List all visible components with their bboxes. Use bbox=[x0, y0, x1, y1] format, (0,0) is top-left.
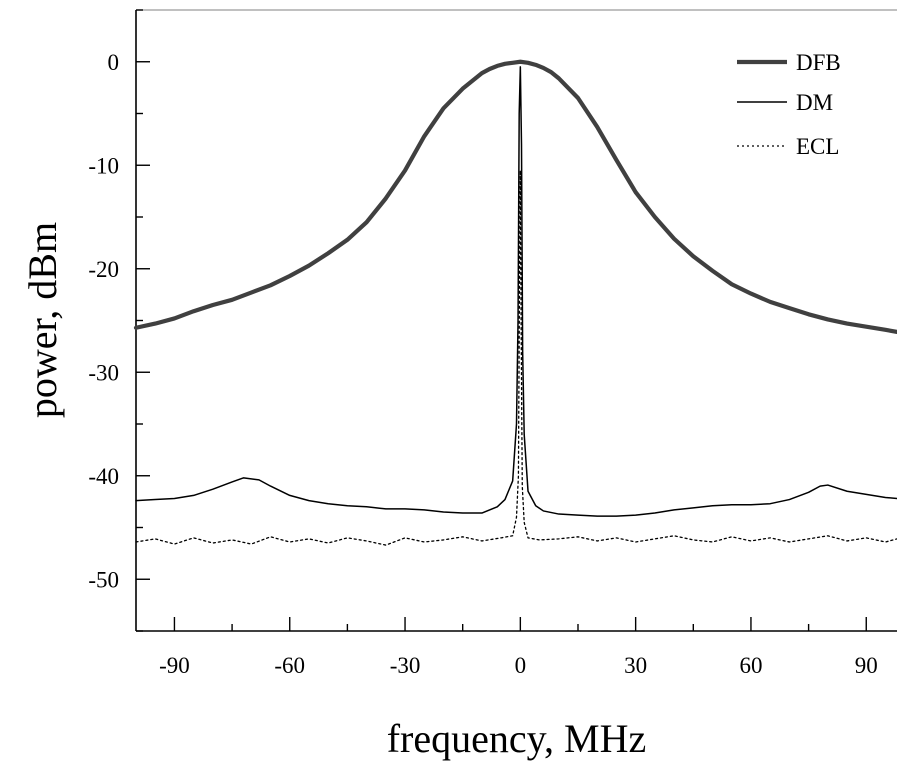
x-tick-label: 90 bbox=[855, 653, 878, 678]
series-line-dm bbox=[135, 66, 897, 517]
y-tick-label: -10 bbox=[88, 153, 119, 178]
y-ticks: 0 -10 -20 -30 -40 -50 bbox=[88, 9, 150, 632]
legend-label-dm: DM bbox=[796, 90, 833, 115]
y-tick-label: -40 bbox=[88, 464, 119, 489]
plot-series bbox=[133, 59, 897, 546]
legend-label-dfb: DFB bbox=[796, 50, 841, 75]
y-axis-label: power, dBm bbox=[20, 222, 65, 418]
axes bbox=[135, 9, 897, 632]
x-tick-label: -30 bbox=[390, 653, 421, 678]
x-tick-label: -60 bbox=[274, 653, 305, 678]
x-ticks: -90 -60 -30 0 30 60 90 bbox=[159, 617, 878, 678]
y-tick-label: -50 bbox=[88, 567, 119, 592]
x-axis-label: frequency, MHz bbox=[387, 716, 647, 761]
series-line-dfb bbox=[133, 59, 897, 334]
x-tick-label: -90 bbox=[159, 653, 190, 678]
y-tick-label: -30 bbox=[88, 360, 119, 385]
legend-label-ecl: ECL bbox=[796, 134, 839, 159]
legend: DFB DM ECL bbox=[737, 50, 841, 159]
y-tick-label: 0 bbox=[108, 50, 120, 75]
x-tick-label: 60 bbox=[739, 653, 762, 678]
x-tick-label: 30 bbox=[624, 653, 647, 678]
x-tick-label: 0 bbox=[515, 653, 527, 678]
series-line-ecl bbox=[135, 169, 897, 546]
y-tick-label: -20 bbox=[88, 257, 119, 282]
